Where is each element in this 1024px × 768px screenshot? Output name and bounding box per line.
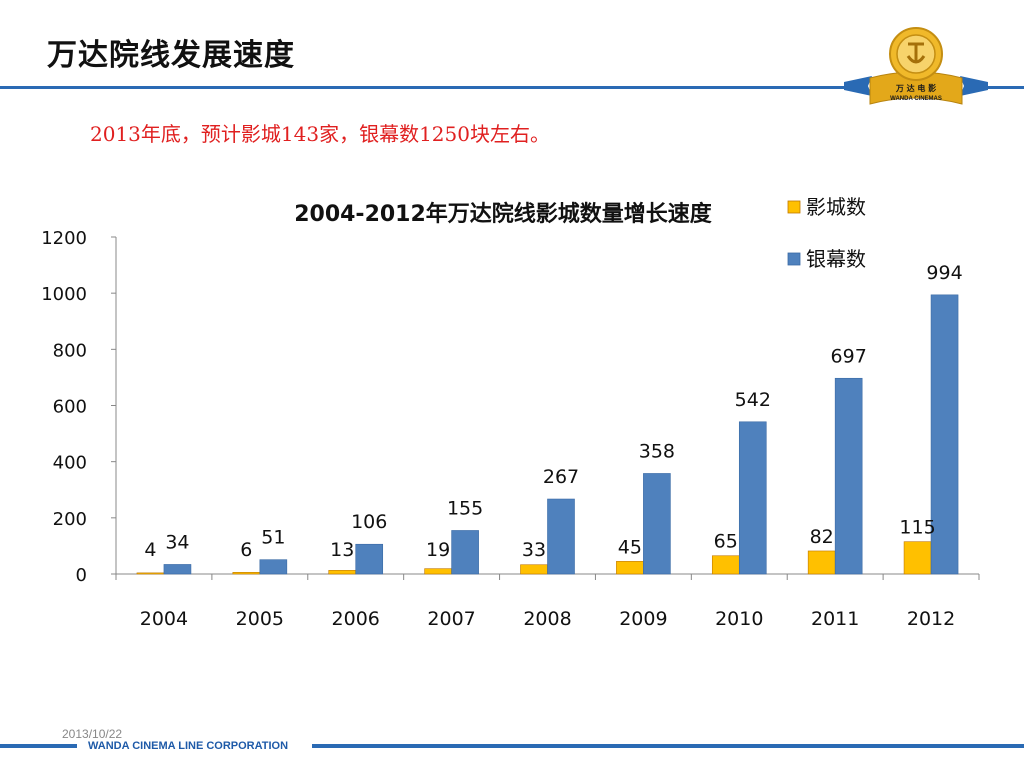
bar-screens <box>930 294 959 575</box>
bar-screens <box>643 473 671 575</box>
legend-swatch <box>787 200 801 214</box>
bar-screens <box>163 564 192 575</box>
bar-cinemas <box>711 555 740 575</box>
data-label: 358 <box>639 440 675 462</box>
data-label: 19 <box>426 539 450 561</box>
bar-cinemas <box>136 572 165 575</box>
footer-right-bar <box>312 744 1024 748</box>
bar-cinemas <box>232 572 261 575</box>
bar-screens <box>738 421 767 575</box>
slide-title: 万达院线发展速度 <box>47 38 295 73</box>
x-tick-label: 2004 <box>140 608 188 630</box>
x-tick-label: 2011 <box>811 608 859 630</box>
legend-label: 影城数 <box>806 195 866 219</box>
x-tick-label: 2006 <box>332 608 380 630</box>
x-tick-label: 2007 <box>427 608 475 630</box>
bar-screens <box>834 377 863 575</box>
footer-left-bar <box>0 744 77 748</box>
data-label: 33 <box>522 539 546 561</box>
chart-data-labels: 4 6 13 19 33 45 65 82 115 34 51 106 155 267 358 542 697 9… <box>144 262 962 561</box>
data-label: 106 <box>351 511 387 533</box>
logo-text-en: WANDA CINEMAS <box>890 96 942 102</box>
data-label: 65 <box>714 531 738 553</box>
data-label: 4 <box>144 539 156 561</box>
x-tick-label: 2005 <box>236 608 284 630</box>
logo-text-cn: 万 达 电 影 <box>895 83 936 93</box>
bar-cinemas <box>807 550 836 575</box>
y-tick-label: 1200 <box>41 228 87 249</box>
bar-cinemas <box>328 570 357 575</box>
footer-corp-name: WANDA CINEMA LINE CORPORATION <box>88 740 289 752</box>
data-label: 115 <box>899 517 935 539</box>
bar-screens <box>259 559 288 575</box>
y-tick-label: 200 <box>53 509 87 530</box>
logo-ribbon-right <box>960 76 988 96</box>
bar-screens <box>547 498 575 575</box>
logo-ribbon-left <box>844 76 872 96</box>
top-rule <box>0 86 845 89</box>
chart-title: 2004-2012年万达院线影城数量增长速度 <box>294 201 713 227</box>
data-label: 82 <box>810 526 834 548</box>
data-label: 51 <box>261 527 285 549</box>
y-tick-label: 400 <box>53 453 87 474</box>
bar-screens <box>355 543 384 575</box>
bar-screens <box>451 530 479 575</box>
data-label: 45 <box>618 536 642 558</box>
wanda-logo-icon: 万 达 电 影 WANDA CINEMAS <box>844 27 988 105</box>
y-tick-label: 600 <box>53 397 87 418</box>
legend-label: 银幕数 <box>806 247 866 271</box>
x-tick-label: 2009 <box>619 608 667 630</box>
data-label: 697 <box>831 345 867 367</box>
y-tick-label: 800 <box>53 340 87 361</box>
chart-axes: 0 200 400 600 800 1000 1200 2004 2005 2006 2007 200… <box>41 228 980 630</box>
bar-cinemas <box>903 541 932 575</box>
bar-cinemas <box>520 564 548 575</box>
bar-cinemas <box>424 568 452 575</box>
data-label: 34 <box>165 531 189 553</box>
footer-date: 2013/10/22 <box>62 727 123 741</box>
x-tick-label: 2012 <box>907 608 955 630</box>
x-tick-label: 2010 <box>715 608 763 630</box>
legend-swatch <box>787 252 801 266</box>
logo-emblem <box>906 42 926 64</box>
data-label: 155 <box>447 497 483 519</box>
data-label: 542 <box>735 389 771 411</box>
bar-cinemas <box>616 561 644 575</box>
data-label: 267 <box>543 466 579 488</box>
top-rule-right <box>985 86 1024 89</box>
x-tick-label: 2008 <box>523 608 571 630</box>
slide-subtitle: 2013年底，预计影城143家，银幕数1250块左右。 <box>90 122 550 146</box>
data-label: 994 <box>926 262 962 284</box>
y-tick-label: 0 <box>76 565 87 586</box>
data-label: 6 <box>240 539 252 561</box>
data-label: 13 <box>330 539 354 561</box>
chart-bars <box>136 294 959 575</box>
y-tick-label: 1000 <box>41 284 87 305</box>
